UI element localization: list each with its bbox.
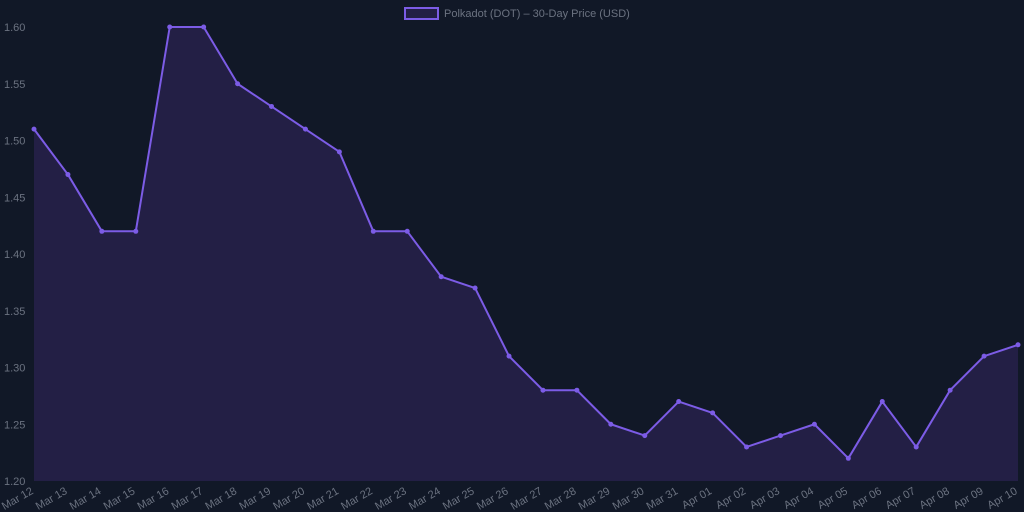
data-point[interactable] — [133, 228, 139, 234]
data-point[interactable] — [642, 433, 648, 439]
data-point[interactable] — [913, 444, 919, 450]
y-tick-label: 1.20 — [4, 476, 25, 488]
x-tick-label: Mar 25 — [441, 485, 477, 512]
x-tick-label: Mar 16 — [136, 485, 172, 512]
x-tick-label: Apr 08 — [918, 485, 952, 512]
legend-label: Polkadot (DOT) – 30-Day Price (USD) — [444, 8, 630, 20]
y-tick-label: 1.45 — [4, 192, 25, 204]
x-tick-label: Apr 04 — [782, 485, 816, 512]
data-point[interactable] — [676, 399, 682, 405]
data-point[interactable] — [744, 444, 750, 450]
x-tick-label: Apr 05 — [816, 485, 850, 512]
x-tick-label: Apr 03 — [748, 485, 782, 512]
x-tick-label: Mar 12 — [0, 485, 35, 512]
data-point[interactable] — [438, 274, 444, 280]
data-point[interactable] — [370, 228, 376, 234]
x-tick-label: Mar 18 — [203, 485, 239, 512]
data-point[interactable] — [235, 81, 241, 87]
data-point[interactable] — [65, 172, 71, 178]
data-point[interactable] — [879, 399, 885, 405]
data-point[interactable] — [31, 126, 37, 132]
data-point[interactable] — [302, 126, 308, 132]
data-point[interactable] — [574, 387, 580, 393]
x-tick-label: Mar 15 — [102, 485, 138, 512]
data-point[interactable] — [99, 228, 105, 234]
x-tick-label: Apr 09 — [951, 485, 985, 512]
data-point[interactable] — [811, 421, 817, 427]
legend-swatch — [404, 7, 439, 20]
x-tick-label: Mar 21 — [305, 485, 341, 512]
data-point[interactable] — [404, 228, 410, 234]
plot-area — [31, 24, 1021, 481]
data-point[interactable] — [269, 103, 275, 109]
x-tick-label: Mar 29 — [577, 485, 613, 512]
series-line — [33, 26, 1019, 460]
data-point[interactable] — [710, 410, 716, 416]
data-point[interactable] — [845, 455, 851, 461]
x-tick-label: Mar 23 — [373, 485, 409, 512]
data-point[interactable] — [1015, 342, 1021, 348]
x-tick-label: Mar 24 — [407, 485, 443, 512]
x-tick-label: Mar 27 — [509, 485, 545, 512]
x-tick-label: Mar 22 — [339, 485, 375, 512]
x-tick-label: Mar 17 — [169, 485, 205, 512]
y-tick-label: 1.50 — [4, 136, 25, 148]
data-point[interactable] — [336, 149, 342, 155]
y-tick-label: 1.55 — [4, 79, 25, 91]
y-tick-label: 1.40 — [4, 249, 25, 261]
x-tick-label: Mar 14 — [68, 485, 104, 512]
data-point[interactable] — [608, 421, 614, 427]
x-tick-label: Mar 31 — [645, 485, 681, 512]
x-tick-label: Mar 30 — [611, 485, 647, 512]
area-fill — [34, 27, 1018, 481]
legend[interactable]: Polkadot (DOT) – 30-Day Price (USD) — [404, 7, 630, 20]
x-tick-label: Mar 28 — [543, 485, 579, 512]
x-tick-label: Apr 07 — [884, 485, 918, 512]
x-tick-label: Mar 13 — [34, 485, 70, 512]
data-point[interactable] — [777, 433, 783, 439]
data-point[interactable] — [201, 24, 207, 30]
data-point[interactable] — [167, 24, 173, 30]
x-tick-label: Mar 20 — [271, 485, 307, 512]
data-point[interactable] — [506, 353, 512, 359]
y-axis: 1.20 1.25 1.30 1.35 1.40 1.45 1.50 1.55 1.60 — [4, 22, 25, 488]
y-tick-label: 1.35 — [4, 306, 25, 318]
y-tick-label: 1.25 — [4, 419, 25, 431]
x-tick-label: Apr 02 — [714, 485, 748, 512]
data-point[interactable] — [947, 387, 953, 393]
x-tick-label: Apr 01 — [680, 485, 714, 512]
data-point[interactable] — [540, 387, 546, 393]
x-tick-label: Mar 19 — [237, 485, 273, 512]
y-tick-label: 1.30 — [4, 363, 25, 375]
y-tick-label: 1.60 — [4, 22, 25, 34]
data-point[interactable] — [981, 353, 987, 359]
x-tick-label: Apr 10 — [985, 485, 1019, 512]
x-tick-label: Apr 06 — [850, 485, 884, 512]
x-tick-label: Mar 26 — [475, 485, 511, 512]
data-point[interactable] — [472, 285, 478, 291]
